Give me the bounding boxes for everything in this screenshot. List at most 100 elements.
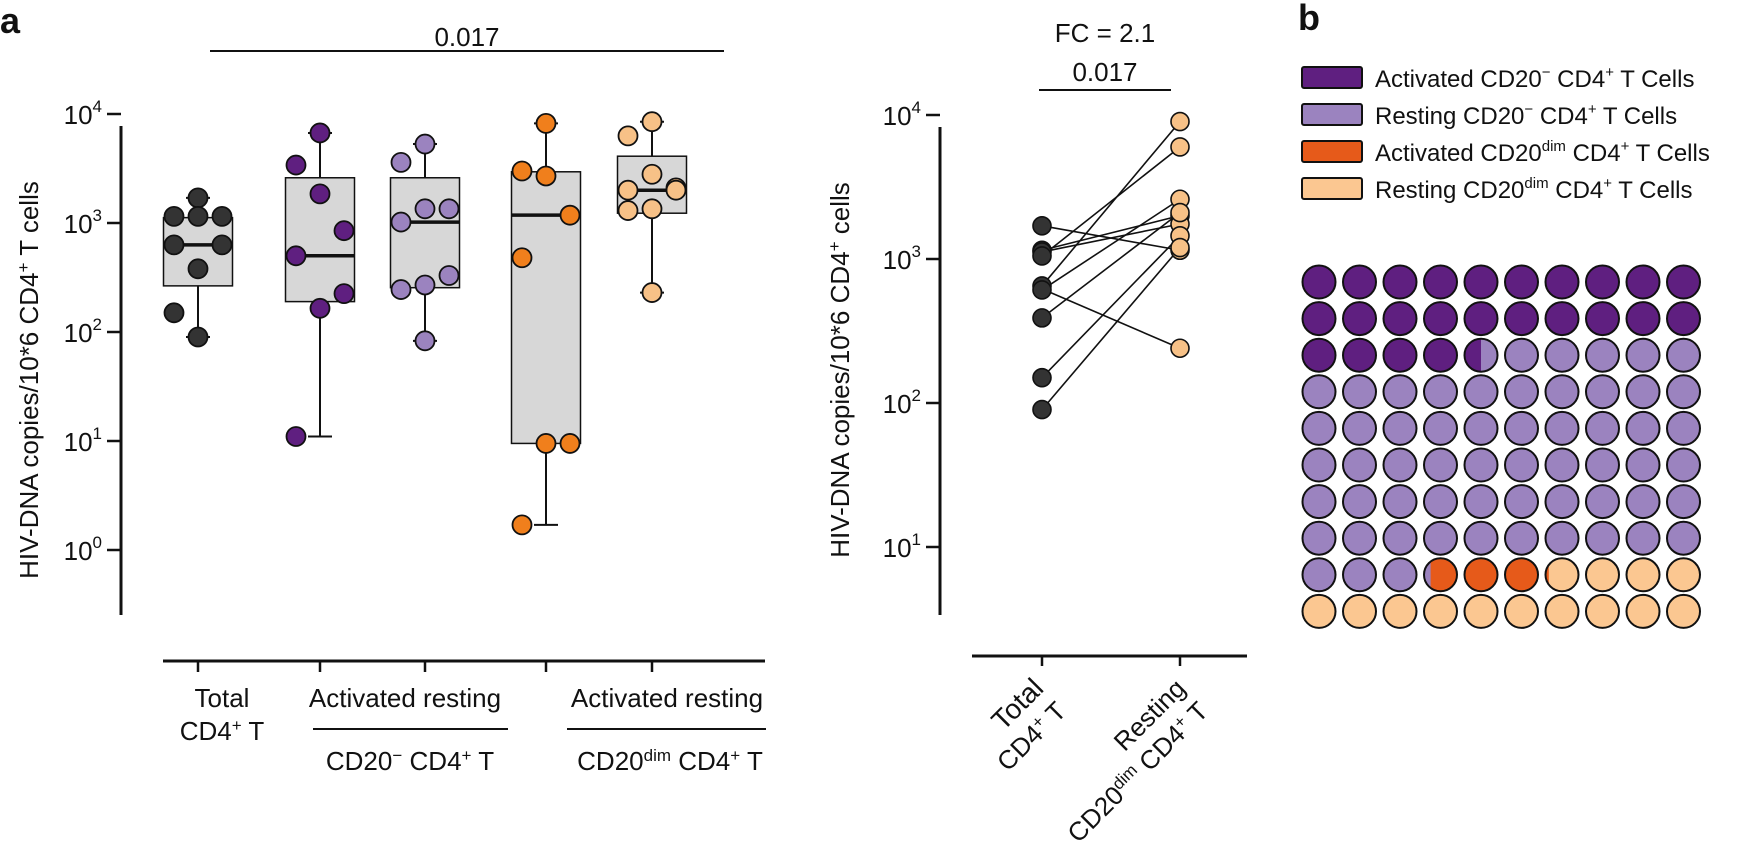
waffle-cell-outline — [1463, 484, 1499, 520]
waffle-cell-fill — [1302, 448, 1336, 482]
waffle-cell — [1382, 337, 1418, 373]
waffle-cell-outline — [1301, 520, 1337, 556]
waffle-cell-outline — [1625, 520, 1661, 556]
waffle-cell — [1625, 264, 1661, 300]
waffle-cell-fill — [1667, 375, 1700, 409]
waffle-cell — [1423, 593, 1458, 629]
xlabel-cd20dim-states: Activated resting — [571, 683, 763, 713]
waffle-cell — [1585, 410, 1620, 446]
waffle-cell — [1504, 557, 1539, 593]
waffle-cell — [1625, 520, 1661, 556]
waffle-cell — [1666, 484, 1701, 520]
waffle-cell-fill — [1505, 485, 1538, 519]
waffle-grid — [1301, 264, 1701, 629]
waffle-cell-outline — [1544, 484, 1580, 520]
waffle-cell-fill — [1586, 411, 1619, 445]
waffle-cell-fill — [1302, 558, 1336, 592]
pair-point-total — [1032, 367, 1052, 388]
waffle-cell-fill — [1343, 594, 1376, 628]
pair-point-resting — [1170, 338, 1190, 359]
pair-line — [1041, 247, 1181, 411]
data-point — [617, 200, 639, 221]
waffle-cell — [1382, 264, 1418, 300]
legend-item: Resting CD20− CD4+ T Cells — [1301, 101, 1677, 130]
left-y-tick-label: 102 — [64, 315, 102, 348]
waffle-cell-outline — [1342, 337, 1377, 373]
waffle-cell-outline — [1342, 593, 1377, 629]
legend-label: Activated CD20dim CD4+ T Cells — [1375, 138, 1710, 167]
waffle-cell — [1504, 264, 1539, 300]
waffle-cell-outline — [1463, 520, 1499, 556]
waffle-legend: Activated CD20− CD4+ T Cells Resting CD20… — [1301, 64, 1710, 204]
waffle-cell — [1423, 484, 1458, 520]
waffle-cell-fill — [1626, 265, 1660, 299]
waffle-cell-outline — [1544, 337, 1580, 373]
waffle-cell — [1504, 301, 1539, 337]
waffle-cell-outline — [1666, 557, 1701, 593]
data-point — [390, 279, 412, 300]
waffle-cell-fill — [1424, 338, 1457, 372]
waffle-cell-fill — [1505, 302, 1538, 336]
waffle-cell — [1625, 337, 1661, 373]
waffle-cell-fill — [1505, 594, 1538, 628]
waffle-cell — [1382, 410, 1418, 446]
waffle-cell — [1423, 410, 1458, 446]
waffle-cell-fill — [1343, 411, 1376, 445]
waffle-cell — [1585, 374, 1620, 410]
waffle-cell-outline — [1625, 374, 1661, 410]
waffle-cell-fill — [1383, 265, 1417, 299]
right-y-tick-label: 102 — [883, 386, 921, 419]
waffle-cell — [1666, 593, 1701, 629]
xlabel-cd20dim-subset: CD20dim CD4+ T — [577, 746, 763, 776]
waffle-cell — [1544, 557, 1580, 593]
waffle-cell-outline — [1544, 374, 1580, 410]
data-point — [559, 204, 581, 226]
data-point — [309, 183, 331, 205]
pair-line — [1041, 235, 1181, 379]
waffle-cell — [1504, 374, 1539, 410]
waffle-cell-fill — [1383, 485, 1417, 519]
waffle-cell-fill — [1505, 265, 1538, 299]
pair-point-resting — [1170, 202, 1190, 223]
waffle-cell — [1301, 484, 1337, 520]
waffle-cell-outline — [1382, 484, 1418, 520]
waffle-cell-outline — [1585, 264, 1620, 300]
waffle-cell-fill — [1545, 485, 1579, 519]
waffle-cell — [1342, 593, 1377, 629]
data-point — [511, 514, 533, 536]
left-p-value: 0.017 — [434, 22, 499, 52]
waffle-cell — [1463, 410, 1499, 446]
waffle-cell — [1342, 520, 1377, 556]
waffle-cell — [1463, 337, 1499, 373]
waffle-cell-fill — [1464, 265, 1498, 299]
waffle-cell-outline — [1504, 557, 1539, 593]
data-point — [285, 154, 307, 176]
waffle-cell-fill — [1505, 338, 1538, 372]
legend-item: Resting CD20dim CD4+ T Cells — [1301, 175, 1693, 204]
waffle-cell-fill — [1505, 521, 1538, 555]
data-point — [641, 111, 663, 133]
waffle-cell-outline — [1463, 374, 1499, 410]
data-point — [285, 245, 307, 267]
waffle-cell — [1666, 557, 1701, 593]
waffle-cell-fill — [1464, 558, 1498, 592]
waffle-cell-fill — [1302, 411, 1336, 445]
waffle-cell — [1301, 593, 1337, 629]
pair-point-total — [1032, 399, 1052, 420]
waffle-cell — [1504, 484, 1539, 520]
waffle-cell-outline — [1382, 374, 1418, 410]
waffle-cell-outline — [1544, 447, 1580, 483]
waffle-cell-fill — [1545, 411, 1579, 445]
waffle-cell-outline — [1382, 301, 1418, 337]
legend-item: Activated CD20− CD4+ T Cells — [1301, 64, 1694, 93]
waffle-cell-fill — [1545, 265, 1579, 299]
pair-line — [1041, 146, 1181, 257]
waffle-cell-outline — [1544, 301, 1580, 337]
waffle-cell-fill — [1343, 521, 1376, 555]
xlabel-cd20neg-states: Activated resting — [309, 683, 501, 713]
waffle-cell-fill — [1545, 375, 1579, 409]
legend-label: Resting CD20− CD4+ T Cells — [1375, 101, 1677, 130]
box-group — [510, 112, 582, 536]
waffle-cell-fill — [1586, 375, 1619, 409]
waffle-cell-fill — [1545, 448, 1579, 482]
